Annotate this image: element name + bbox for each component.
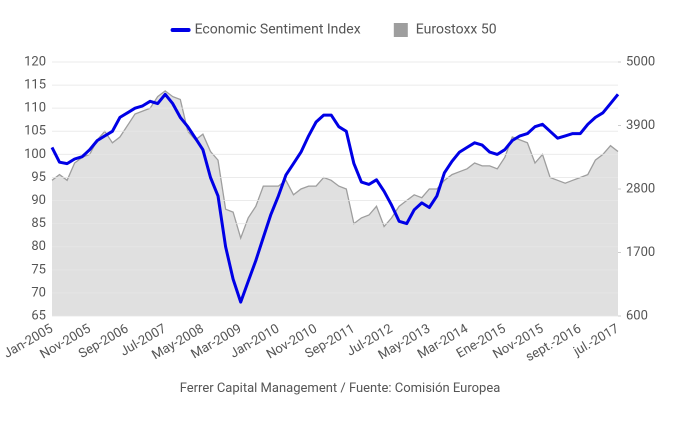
legend-swatch (393, 23, 408, 37)
y-tick-label: 75 (31, 262, 46, 277)
y-tick-label: 90 (31, 193, 46, 208)
legend-label: Eurostoxx 50 (416, 22, 497, 38)
y2-tick-label: 1700 (626, 245, 655, 260)
area (52, 90, 618, 317)
y-tick-label: 65 (31, 308, 46, 323)
source-note: Ferrer Capital Management / Fuente: Comi… (180, 381, 501, 396)
y-tick-label: 80 (31, 239, 46, 254)
y2-tick-label: 5000 (626, 54, 655, 69)
y2-tick-label: 600 (626, 308, 648, 323)
line (50, 92, 620, 304)
y-tick-label: 100 (24, 147, 46, 162)
area-line (51, 90, 619, 241)
y-tick-label: 115 (24, 78, 46, 93)
y-tick-label: 85 (31, 216, 46, 231)
y-tick-label: 70 (31, 285, 46, 300)
y2-tick-label: 3900 (626, 118, 655, 133)
y-tick-label: 95 (31, 170, 46, 185)
y-tick-label: 105 (24, 124, 46, 139)
y-tick-label: 120 (24, 54, 46, 69)
y-tick-label: 110 (24, 101, 46, 116)
legend-label: Economic Sentiment Index (195, 22, 361, 38)
y2-tick-label: 2800 (626, 181, 655, 196)
